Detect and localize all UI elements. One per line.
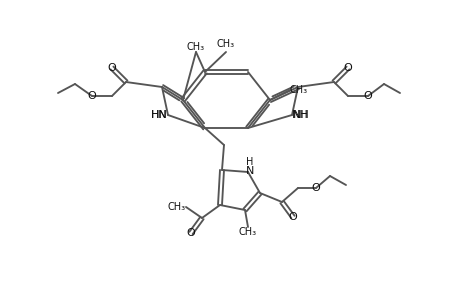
Text: O: O [107,63,116,73]
Text: H: H [246,157,253,167]
Text: O: O [343,63,352,73]
Text: CH₃: CH₃ [186,42,205,52]
Text: CH₃: CH₃ [217,39,235,49]
Text: O: O [288,212,297,222]
Text: O: O [87,91,96,101]
Text: O: O [363,91,372,101]
Text: HN: HN [151,110,168,120]
Text: NH: NH [292,110,309,120]
Text: O: O [186,228,195,238]
Text: CH₃: CH₃ [168,202,185,212]
Text: HN: HN [150,110,167,120]
Text: CH₃: CH₃ [238,227,257,237]
Text: NH: NH [291,110,308,120]
Text: O: O [311,183,319,193]
Text: CH₃: CH₃ [289,85,308,95]
Text: N: N [245,166,254,176]
